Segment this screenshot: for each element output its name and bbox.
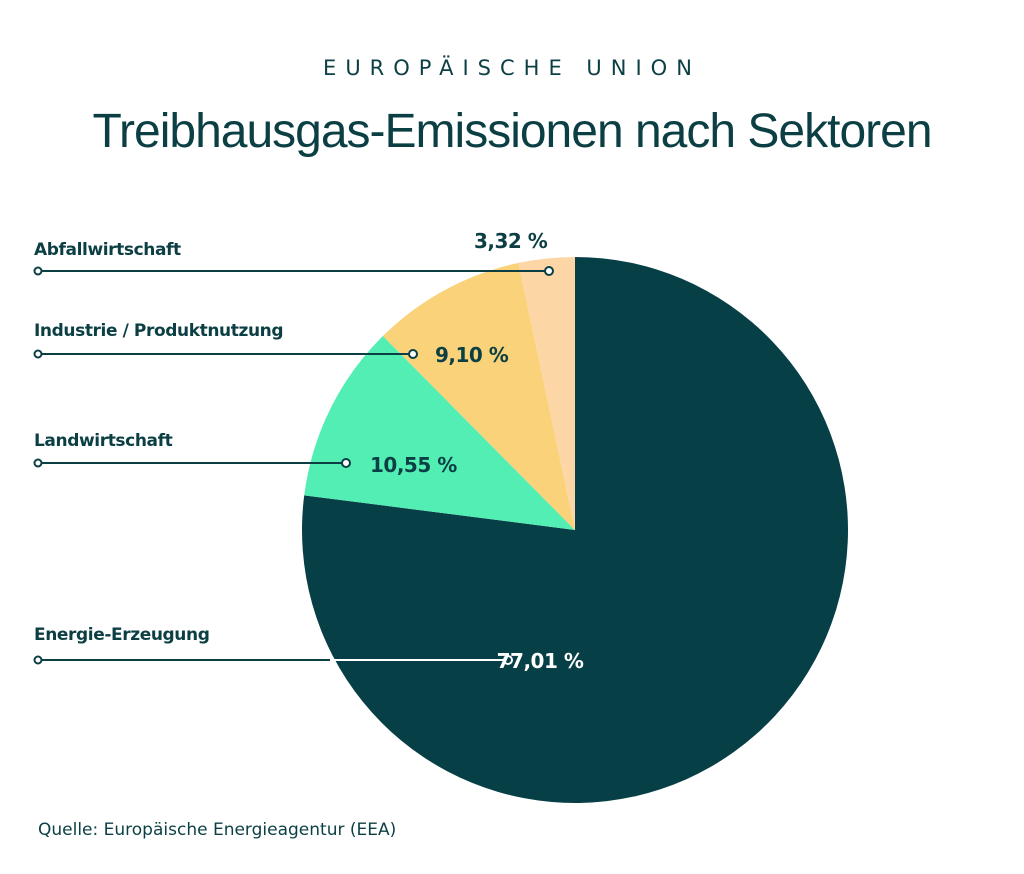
leader-end-dot-abfallwirtschaft xyxy=(544,266,554,276)
value-label-energie-erzeugung: 77,01 % xyxy=(497,649,584,673)
category-label-industrie-produktnutzung: Industrie / Produktnutzung xyxy=(34,321,283,341)
source-note: Quelle: Europäische Energieagentur (EEA) xyxy=(38,820,397,840)
leader-end-dot-energie-erzeugung xyxy=(503,655,513,665)
value-label-industrie-produktnutzung: 9,10 % xyxy=(435,343,509,367)
leader-start-dot-energie-erzeugung xyxy=(33,655,43,665)
leader-start-dot-industrie-produktnutzung xyxy=(33,349,43,359)
category-label-landwirtschaft: Landwirtschaft xyxy=(34,431,173,451)
leader-end-dot-industrie-produktnutzung xyxy=(408,349,418,359)
leader-start-dot-abfallwirtschaft xyxy=(33,266,43,276)
leader-end-dot-landwirtschaft xyxy=(341,458,351,468)
value-label-abfallwirtschaft: 3,32 % xyxy=(474,229,548,253)
chart-title: Treibhausgas-Emissionen nach Sektoren xyxy=(92,105,932,158)
chart-overtitle: EUROPÄISCHE UNION xyxy=(323,56,701,80)
category-label-energie-erzeugung: Energie-Erzeugung xyxy=(34,625,209,645)
value-label-landwirtschaft: 10,55 % xyxy=(370,453,457,477)
pie-slices xyxy=(302,257,849,803)
category-label-abfallwirtschaft: Abfallwirtschaft xyxy=(34,240,181,260)
pie-slice-energie-erzeugung xyxy=(302,257,849,803)
leader-start-dot-landwirtschaft xyxy=(33,458,43,468)
pie-slice-industrie-produktnutzung xyxy=(382,262,575,530)
pie-slice-abfallwirtschaft xyxy=(518,257,575,530)
pie-slice-landwirtschaft xyxy=(304,336,575,530)
